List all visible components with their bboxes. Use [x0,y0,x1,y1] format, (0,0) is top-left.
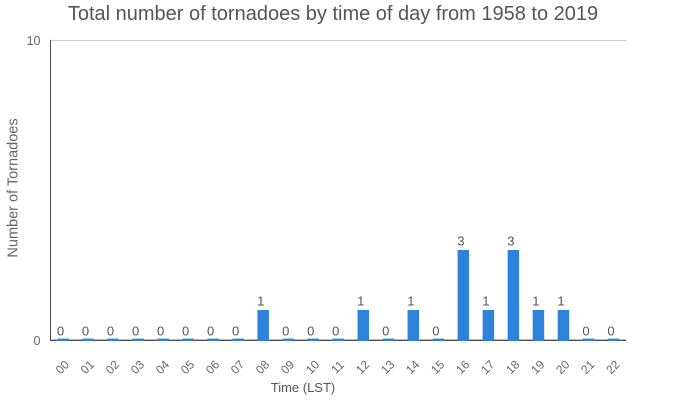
svg-text:0: 0 [57,323,64,338]
svg-text:Number of Tornadoes: Number of Tornadoes [6,118,22,257]
svg-text:0: 0 [382,323,389,338]
svg-text:3: 3 [457,233,464,248]
svg-text:1: 1 [407,293,414,308]
svg-text:1: 1 [557,293,564,308]
svg-text:0: 0 [82,323,89,338]
svg-text:0: 0 [157,323,164,338]
svg-text:Time (LST): Time (LST) [271,380,336,395]
svg-text:1: 1 [257,293,264,308]
svg-text:10: 10 [27,34,41,48]
svg-text:3: 3 [507,233,514,248]
svg-text:0: 0 [432,323,439,338]
svg-text:0: 0 [107,323,114,338]
svg-text:0: 0 [582,323,589,338]
svg-text:Total number of tornadoes by t: Total number of tornadoes by time of day… [68,3,598,25]
svg-text:0: 0 [282,323,289,338]
svg-text:0: 0 [207,323,214,338]
svg-text:0: 0 [34,334,41,348]
svg-text:0: 0 [182,323,189,338]
svg-text:0: 0 [607,323,614,338]
svg-text:1: 1 [357,293,364,308]
svg-text:1: 1 [482,293,489,308]
svg-text:0: 0 [232,323,239,338]
svg-text:1: 1 [532,293,539,308]
svg-text:0: 0 [307,323,314,338]
svg-text:0: 0 [332,323,339,338]
svg-text:0: 0 [132,323,139,338]
